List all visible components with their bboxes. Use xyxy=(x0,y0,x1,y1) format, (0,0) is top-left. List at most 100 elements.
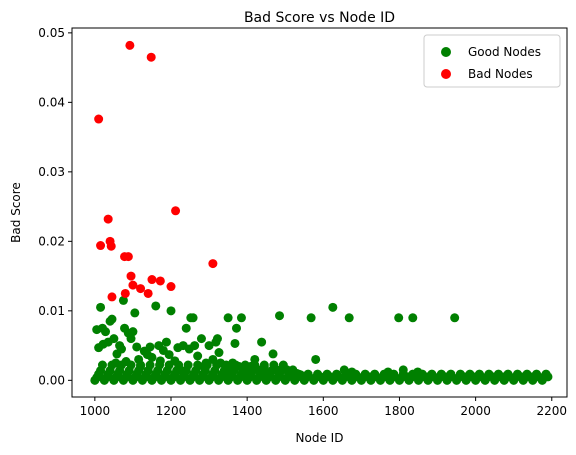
data-point xyxy=(161,337,171,347)
series-bad-nodes xyxy=(94,40,218,302)
data-point xyxy=(130,308,140,318)
data-point xyxy=(398,365,408,375)
data-point xyxy=(147,352,157,362)
chart-title: Bad Score vs Node ID xyxy=(244,10,395,26)
y-tick-label: 0.03 xyxy=(38,165,65,179)
data-point xyxy=(128,280,138,290)
data-point xyxy=(372,372,382,382)
legend-label-bad-nodes: Bad Nodes xyxy=(468,67,533,81)
data-point xyxy=(128,327,138,337)
data-point xyxy=(301,372,311,382)
data-point xyxy=(325,372,335,382)
data-point xyxy=(246,361,256,371)
data-point xyxy=(334,372,344,382)
data-point xyxy=(394,313,404,323)
data-point xyxy=(208,259,218,269)
data-point xyxy=(145,342,155,352)
data-point xyxy=(96,302,106,312)
data-point xyxy=(166,282,176,292)
data-point xyxy=(126,271,136,281)
data-point xyxy=(146,52,156,62)
data-point xyxy=(242,368,252,378)
legend-marker-good-nodes xyxy=(441,47,451,57)
data-point xyxy=(145,360,155,370)
data-point xyxy=(147,275,157,285)
data-point xyxy=(166,306,176,316)
data-point xyxy=(216,358,225,368)
data-point xyxy=(181,323,191,333)
data-point xyxy=(344,313,354,323)
data-point xyxy=(96,241,106,251)
data-point xyxy=(208,354,218,364)
x-axis: 1000 1200 1400 1600 1800 2000 2200 xyxy=(80,397,567,418)
data-point xyxy=(111,358,121,368)
y-axis-label: Bad Score xyxy=(9,182,23,243)
data-point xyxy=(143,288,153,298)
data-point xyxy=(212,334,222,344)
data-point xyxy=(408,313,418,323)
data-point xyxy=(214,348,224,358)
data-point xyxy=(250,354,260,364)
y-axis: 0.00 0.01 0.02 0.03 0.04 0.05 xyxy=(38,26,72,387)
data-point xyxy=(201,358,211,368)
data-point xyxy=(190,341,200,351)
x-tick-label: 2200 xyxy=(536,404,567,418)
data-point xyxy=(236,313,246,323)
x-tick-label: 1600 xyxy=(308,404,339,418)
axes-frame xyxy=(71,27,568,398)
data-point xyxy=(306,313,316,323)
y-tick-label: 0.02 xyxy=(38,234,65,248)
data-point xyxy=(106,241,116,251)
data-point xyxy=(328,302,338,312)
data-point xyxy=(311,354,321,364)
data-point xyxy=(259,361,269,371)
data-point xyxy=(151,301,161,311)
data-point xyxy=(107,292,117,302)
data-point xyxy=(94,114,104,124)
data-point xyxy=(176,365,186,375)
data-point xyxy=(339,365,349,375)
data-point xyxy=(223,313,233,323)
data-point xyxy=(364,372,374,382)
y-tick-label: 0.05 xyxy=(38,26,65,40)
data-point xyxy=(107,314,117,324)
x-tick-label: 2000 xyxy=(460,404,491,418)
data-point xyxy=(120,288,130,298)
y-tick-label: 0.01 xyxy=(38,304,65,318)
data-point xyxy=(164,350,174,360)
y-tick-label: 0.00 xyxy=(38,373,65,387)
plot-area xyxy=(90,40,553,385)
data-point xyxy=(183,360,193,370)
legend-marker-bad-nodes xyxy=(441,69,451,79)
data-point xyxy=(134,354,144,364)
data-point xyxy=(136,284,146,294)
legend: Good Nodes Bad Nodes xyxy=(423,34,561,88)
data-point xyxy=(125,40,135,50)
data-point xyxy=(170,356,180,366)
x-tick-label: 1000 xyxy=(80,404,111,418)
data-point xyxy=(123,252,133,262)
data-point xyxy=(117,344,126,354)
data-point xyxy=(196,334,206,344)
data-point xyxy=(543,372,553,382)
data-point xyxy=(118,295,128,305)
data-point xyxy=(171,206,181,216)
data-point xyxy=(268,349,278,359)
data-point xyxy=(263,368,273,378)
data-point xyxy=(103,214,113,224)
data-point xyxy=(230,338,240,348)
data-point xyxy=(193,351,203,361)
x-tick-label: 1200 xyxy=(156,404,187,418)
data-point xyxy=(275,311,285,321)
y-tick-label: 0.04 xyxy=(38,95,65,109)
data-point xyxy=(109,334,119,344)
data-point xyxy=(101,327,111,337)
data-point xyxy=(446,372,456,382)
data-point xyxy=(450,313,460,323)
data-point xyxy=(126,334,136,344)
x-axis-label: Node ID xyxy=(296,431,344,445)
data-point xyxy=(136,361,146,371)
series-good-nodes xyxy=(90,295,553,385)
data-point xyxy=(132,342,142,352)
